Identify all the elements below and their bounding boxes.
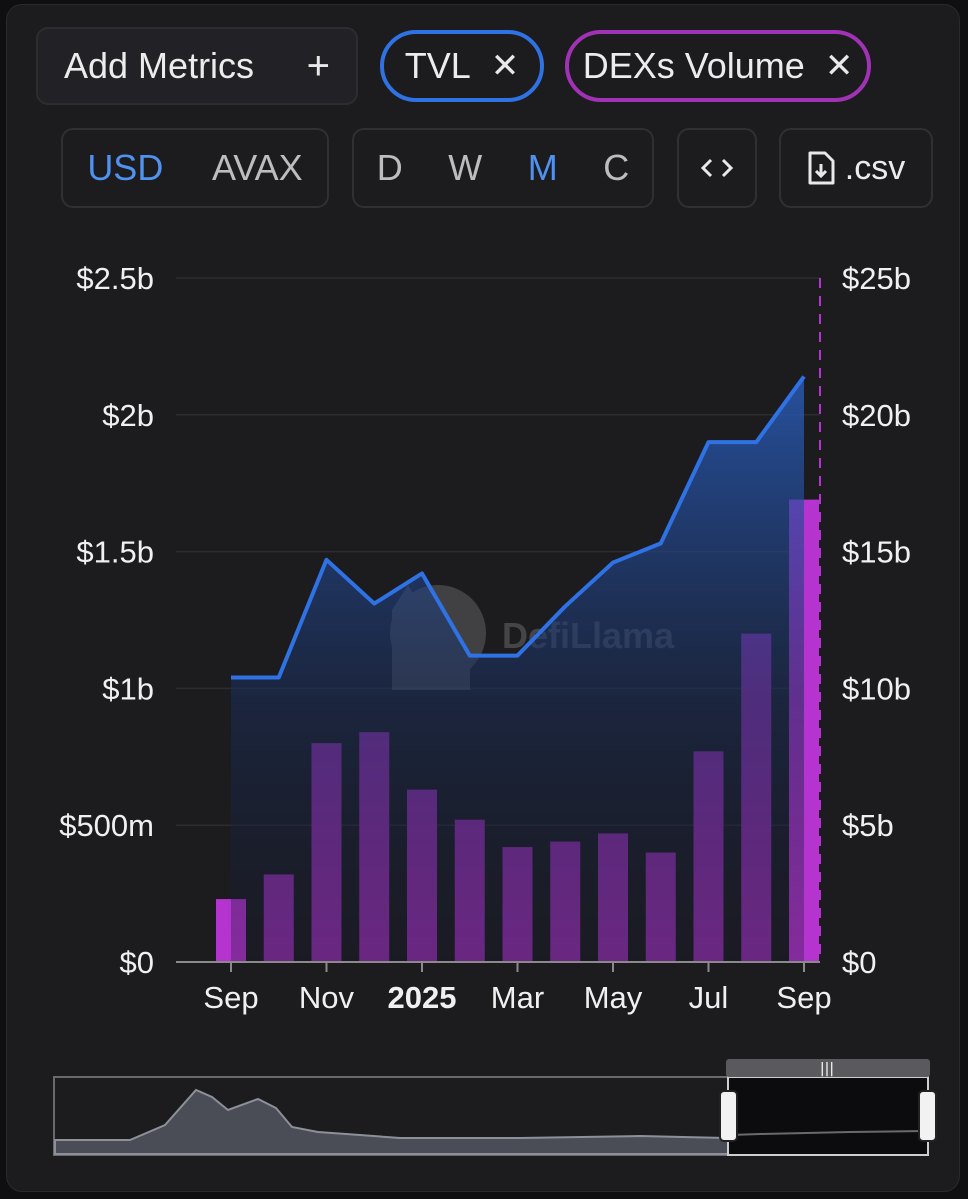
period-option-m[interactable]: M (527, 147, 558, 188)
close-icon[interactable]: ✕ (824, 47, 854, 85)
brush-selection[interactable] (727, 1076, 929, 1156)
right-tick-label: $25b (842, 261, 911, 296)
code-icon (700, 158, 734, 178)
left-axis: $0 $500m $1b $1.5b $2b $2.5b (59, 261, 154, 980)
brush-selection-area (729, 1130, 927, 1136)
csv-label: .csv (844, 148, 906, 187)
period-option-d[interactable]: D (376, 147, 403, 188)
metric-pill-tvl[interactable]: TVL ✕ (380, 30, 544, 102)
period-option-w[interactable]: W (448, 147, 483, 188)
right-tick-label: $5b (842, 808, 894, 843)
period-option-c[interactable]: C (603, 147, 630, 188)
right-axis: $0 $5b $10b $15b $20b $25b (842, 261, 911, 980)
grip-icon: ||| (820, 1061, 834, 1077)
right-tick-label: $0 (842, 945, 876, 980)
brush-handle-right[interactable] (918, 1090, 937, 1142)
left-tick-label: $2.5b (76, 261, 154, 296)
period-toggle: D W M C (352, 128, 654, 208)
add-metrics-label: Add Metrics (64, 45, 255, 86)
add-metrics-button[interactable]: Add Metrics + (36, 27, 358, 105)
download-csv-button[interactable]: .csv (779, 128, 933, 208)
currency-toggle: USD AVAX (61, 128, 329, 208)
left-tick-label: $1b (102, 671, 154, 706)
tvl-line (231, 375, 806, 680)
right-tick-label: $20b (842, 398, 911, 433)
file-download-icon (808, 151, 835, 185)
x-tick-label: May (584, 980, 643, 1015)
x-tick-label: 2025 (388, 980, 457, 1015)
x-tick-label: Mar (491, 980, 544, 1015)
left-tick-label: $500m (59, 808, 154, 843)
left-tick-label: $2b (102, 398, 154, 433)
currency-option-avax[interactable]: AVAX (211, 147, 303, 188)
x-tick-label: Sep (203, 980, 258, 1015)
right-tick-label: $10b (842, 671, 911, 706)
x-tick-label: Sep (776, 980, 831, 1015)
left-tick-label: $1.5b (76, 535, 154, 570)
left-tick-label: $0 (120, 945, 154, 980)
metric-pill-tvl-label: TVL (404, 45, 471, 86)
x-tick-label: Nov (299, 980, 355, 1015)
metric-pill-dex-volume[interactable]: DEXs Volume ✕ (565, 30, 871, 102)
plus-icon: + (306, 44, 330, 88)
right-tick-label: $15b (842, 535, 911, 570)
x-tick-label: Jul (689, 980, 729, 1015)
brush-handle-left[interactable] (719, 1090, 738, 1142)
x-axis: Sep Nov 2025 Mar May Jul Sep (203, 962, 832, 1015)
brush-drag-bar[interactable] (726, 1059, 930, 1077)
metric-pill-dex-volume-label: DEXs Volume (582, 45, 805, 86)
embed-button[interactable] (677, 128, 757, 208)
currency-option-usd[interactable]: USD (87, 147, 164, 188)
close-icon[interactable]: ✕ (490, 47, 520, 85)
tvl-area (231, 376, 804, 963)
range-brush[interactable]: ||| (53, 1059, 937, 1156)
